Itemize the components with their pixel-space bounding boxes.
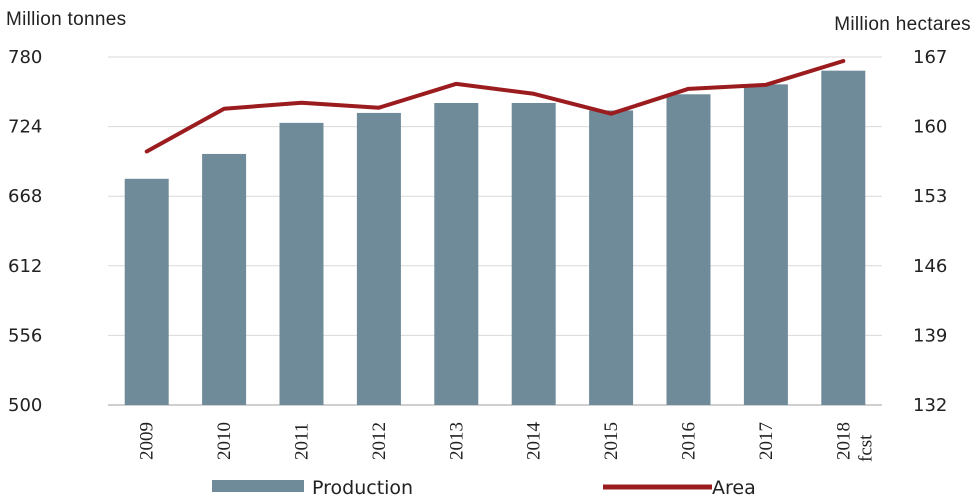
- production-bar-2014: [511, 102, 556, 405]
- x-tick-label-2014: 2014: [524, 422, 545, 461]
- x-tick-label-2016: 2016: [679, 422, 700, 460]
- x-tick-label-2015: 2015: [601, 422, 622, 460]
- x-tick-label-2013: 2013: [446, 422, 467, 460]
- production-bars: [124, 70, 866, 406]
- x-tick-label-2011: 2011: [292, 423, 313, 460]
- left-tick-label: 668: [8, 186, 42, 207]
- x-tick-label-2018: 2018: [833, 422, 854, 460]
- right-tick-label: 153: [913, 186, 947, 207]
- legend-swatch-production: [212, 480, 304, 492]
- right-axis-ticks: 132 139 146 153 160 167: [913, 47, 947, 416]
- production-bar-2009: [124, 178, 169, 405]
- legend-label-production: Production: [312, 477, 413, 499]
- x-tick-label-2017: 2017: [756, 422, 777, 460]
- left-tick-label: 556: [8, 325, 42, 346]
- right-tick-label: 132: [913, 395, 947, 416]
- area-line-group: [144, 58, 846, 154]
- right-tick-label: 139: [913, 325, 947, 346]
- right-tick-label: 146: [913, 256, 947, 277]
- production-bar-2015: [589, 110, 634, 405]
- left-axis-title: Million tonnes: [6, 9, 127, 30]
- left-tick-label: 780: [8, 47, 42, 68]
- x-tick-label-2012: 2012: [369, 422, 390, 460]
- area-line: [144, 58, 846, 154]
- production-bar-2013: [434, 102, 479, 405]
- production-bar-2017: [743, 84, 788, 405]
- production-bar-2012: [356, 112, 401, 405]
- left-tick-label: 612: [8, 256, 42, 277]
- x-tick-suffix: fcst: [855, 434, 876, 462]
- left-axis-ticks: 500 556 612 668 724 780: [8, 47, 42, 416]
- legend-label-area: Area: [712, 477, 756, 499]
- left-tick-label: 724: [8, 117, 42, 138]
- right-tick-label: 167: [913, 47, 947, 68]
- production-bar-2010: [202, 153, 247, 405]
- right-tick-label: 160: [913, 117, 947, 138]
- production-bar-2018: [821, 70, 866, 406]
- x-axis-ticks: 2009 2010 2011 2012 2013 2014 2015 2016 2017 2018…: [137, 422, 877, 463]
- legend: Production Area: [212, 477, 756, 499]
- x-tick-label-2010: 2010: [214, 422, 235, 460]
- production-bar-2016: [666, 94, 711, 406]
- right-axis-title: Million hectares: [834, 14, 971, 35]
- left-tick-label: 500: [8, 395, 42, 416]
- x-tick-label-2009: 2009: [137, 422, 158, 460]
- production-bar-2011: [279, 122, 324, 405]
